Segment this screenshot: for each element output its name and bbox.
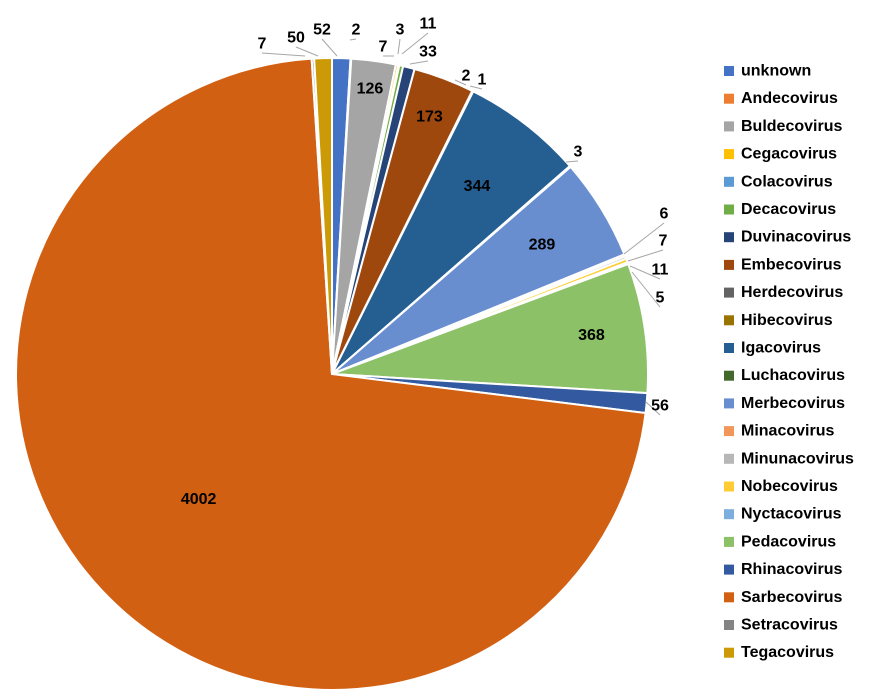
legend-label-rhinacovirus: Rhinacovirus <box>741 561 842 578</box>
legend-swatch-minunacovirus <box>724 453 734 464</box>
legend-label-setracovirus: Setracovirus <box>741 617 838 634</box>
leader-line-decacovirus <box>401 32 429 55</box>
legend-swatch-nyctacovirus <box>724 509 734 520</box>
data-label-rhinacovirus: 56 <box>651 398 669 415</box>
legend-swatch-sarbecovirus <box>724 592 734 603</box>
data-label-unknown: 52 <box>313 22 331 39</box>
legend-label-minacovirus: Minacovirus <box>741 423 834 440</box>
data-label-minunacovirus: 7 <box>659 233 668 250</box>
legend-swatch-minacovirus <box>724 426 734 437</box>
data-label-duvinacovirus: 33 <box>419 44 437 61</box>
data-label-minacovirus: 6 <box>660 206 669 223</box>
leader-line-nyctacovirus <box>631 271 661 308</box>
data-label-luchacovirus: 3 <box>574 144 583 161</box>
legend-label-sarbecovirus: Sarbecovirus <box>741 589 842 606</box>
leader-lines <box>261 32 665 416</box>
legend-label-luchacovirus: Luchacovirus <box>741 367 845 384</box>
legend-swatch-buldecovirus <box>724 121 734 132</box>
data-label-nobecovirus: 11 <box>652 262 669 279</box>
legend-label-duvinacovirus: Duvinacovirus <box>741 229 851 246</box>
legend-label-merbecovirus: Merbecovirus <box>741 395 845 412</box>
legend-swatch-tegacovirus <box>724 647 734 658</box>
legend-swatch-rhinacovirus <box>724 564 734 575</box>
pie-slice-pedacovirus <box>331 262 649 395</box>
data-label-andecovirus: 2 <box>352 22 361 39</box>
legend-label-nyctacovirus: Nyctacovirus <box>741 506 842 523</box>
legend: unknown Andecovirus Buldecovirus Cegacoviru… <box>724 63 854 661</box>
leader-line-unknown <box>321 38 338 57</box>
leader-line-andecovirus <box>349 38 357 41</box>
data-label-nyctacovirus: 5 <box>656 290 665 307</box>
data-label-herdecovirus: 2 <box>462 68 471 85</box>
leader-line-minunacovirus <box>627 249 664 262</box>
pie-slice-tegacovirus <box>313 56 333 375</box>
data-label-setracovirus: 7 <box>258 36 267 53</box>
legend-label-minunacovirus: Minunacovirus <box>741 450 854 467</box>
data-label-merbecovirus: 289 <box>529 236 556 253</box>
pie-slice-igacovirus <box>331 89 572 375</box>
leader-line-rhinacovirus <box>645 401 661 416</box>
legend-label-tegacovirus: Tegacovirus <box>741 644 834 661</box>
legend-label-pedacovirus: Pedacovirus <box>741 533 836 550</box>
legend-swatch-setracovirus <box>724 620 734 630</box>
leader-line-tegacovirus <box>295 46 319 57</box>
legend-swatch-cegacovirus <box>724 149 734 160</box>
legend-swatch-herdecovirus <box>724 287 734 298</box>
legend-swatch-unknown <box>724 66 734 76</box>
data-label-pedacovirus: 368 <box>578 327 605 344</box>
legend-swatch-embecovirus <box>724 259 734 270</box>
legend-label-cegacovirus: Cegacovirus <box>741 146 837 163</box>
legend-label-unknown: unknown <box>741 63 811 80</box>
leader-line-duvinacovirus <box>409 60 429 65</box>
legend-swatch-luchacovirus <box>724 370 734 381</box>
legend-label-nobecovirus: Nobecovirus <box>741 478 838 495</box>
legend-swatch-hibecovirus <box>724 315 734 326</box>
data-label-igacovirus: 344 <box>464 178 491 195</box>
leader-line-herdecovirus <box>454 79 467 86</box>
legend-swatch-igacovirus <box>724 343 734 353</box>
data-label-sarbecovirus: 4002 <box>181 491 217 508</box>
data-label-decacovirus: 11 <box>420 16 437 33</box>
legend-swatch-merbecovirus <box>724 398 734 409</box>
data-label-cegacovirus: 7 <box>379 39 388 56</box>
legend-label-hibecovirus: Hibecovirus <box>741 312 833 329</box>
legend-swatch-colacovirus <box>724 176 734 187</box>
legend-label-andecovirus: Andecovirus <box>741 90 838 107</box>
legend-label-igacovirus: Igacovirus <box>741 340 821 357</box>
legend-label-colacovirus: Colacovirus <box>741 173 833 190</box>
pie-slice-sarbecovirus <box>15 57 647 691</box>
legend-swatch-andecovirus <box>724 93 734 104</box>
legend-swatch-nobecovirus <box>724 481 734 492</box>
data-label-hibecovirus: 1 <box>478 72 487 89</box>
leader-line-minacovirus <box>623 222 665 255</box>
legend-label-embecovirus: Embecovirus <box>741 256 842 273</box>
legend-swatch-pedacovirus <box>724 536 734 547</box>
legend-swatch-duvinacovirus <box>724 232 734 243</box>
data-label-buldecovirus: 126 <box>357 80 384 97</box>
pie-slices <box>15 56 649 691</box>
legend-swatch-decacovirus <box>724 204 734 215</box>
data-label-colacovirus: 3 <box>396 22 405 39</box>
data-label-tegacovirus: 50 <box>287 30 305 47</box>
data-label-embecovirus: 173 <box>416 108 443 125</box>
leader-line-hibecovirus <box>469 85 483 90</box>
legend-label-herdecovirus: Herdecovirus <box>741 284 843 301</box>
leader-line-luchacovirus <box>565 160 579 163</box>
leader-line-colacovirus <box>397 38 401 55</box>
legend-label-decacovirus: Decacovirus <box>741 201 836 218</box>
leader-line-nobecovirus <box>629 265 661 280</box>
leader-line-setracovirus <box>261 52 306 57</box>
legend-label-buldecovirus: Buldecovirus <box>741 118 842 135</box>
